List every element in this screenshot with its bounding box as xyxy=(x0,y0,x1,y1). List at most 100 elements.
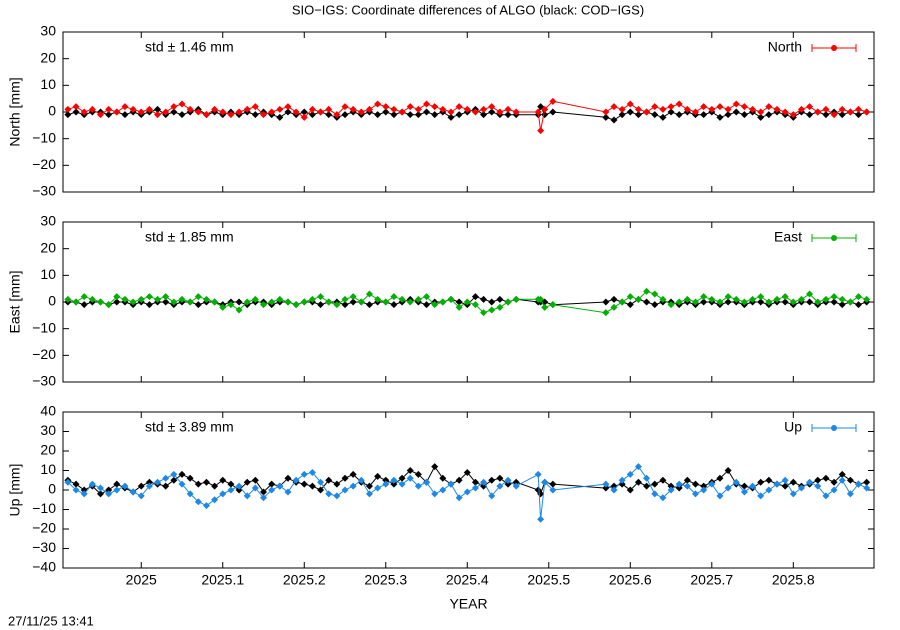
y-tick-label: −10 xyxy=(32,319,56,335)
data-point xyxy=(651,490,659,498)
data-point xyxy=(317,293,325,301)
data-point xyxy=(113,293,121,301)
data-point xyxy=(626,486,634,494)
data-point xyxy=(300,113,308,121)
data-point xyxy=(863,484,871,492)
data-point xyxy=(626,470,634,478)
data-point xyxy=(390,105,398,113)
y-tick-label: 30 xyxy=(40,23,56,39)
data-point xyxy=(602,309,610,317)
data-point xyxy=(423,301,431,309)
data-point xyxy=(830,293,838,301)
data-point xyxy=(260,488,268,496)
data-point xyxy=(390,293,398,301)
data-point xyxy=(773,480,781,488)
data-point xyxy=(496,295,504,303)
data-point xyxy=(463,298,471,306)
data-point xyxy=(137,108,145,116)
y-tick-label: −30 xyxy=(32,183,56,199)
data-point xyxy=(618,111,626,119)
data-point xyxy=(716,103,724,111)
data-point xyxy=(398,474,406,482)
data-point xyxy=(374,484,382,492)
data-point xyxy=(398,480,406,488)
data-point xyxy=(439,105,447,113)
data-point xyxy=(178,470,186,478)
data-point xyxy=(341,474,349,482)
data-point xyxy=(186,105,194,113)
data-point xyxy=(797,105,805,113)
data-point xyxy=(276,113,284,121)
data-point xyxy=(137,295,145,303)
y-tick-label: 0 xyxy=(48,481,56,497)
data-point xyxy=(602,298,610,306)
data-point xyxy=(72,480,80,488)
data-point xyxy=(202,295,210,303)
x-tick-label: 2025.7 xyxy=(690,572,733,588)
data-point xyxy=(480,478,488,486)
data-point xyxy=(325,111,333,119)
data-point xyxy=(439,486,447,494)
data-point xyxy=(732,100,740,108)
data-point xyxy=(814,482,822,490)
x-tick-label: 2025.3 xyxy=(364,572,407,588)
data-point xyxy=(643,287,651,295)
x-tick-label: 2025.4 xyxy=(446,572,489,588)
data-point xyxy=(374,472,382,480)
data-point xyxy=(830,298,838,306)
data-point xyxy=(504,105,512,113)
data-point xyxy=(541,303,549,311)
data-point xyxy=(251,476,259,484)
data-point xyxy=(683,105,691,113)
data-point xyxy=(659,476,667,484)
x-tick-label: 2025.5 xyxy=(527,572,570,588)
data-point xyxy=(325,298,333,306)
data-point xyxy=(80,490,88,498)
data-point xyxy=(390,476,398,484)
data-point xyxy=(162,293,170,301)
data-point xyxy=(537,515,545,523)
data-point xyxy=(382,480,390,488)
data-point xyxy=(145,301,153,309)
data-point xyxy=(626,100,634,108)
data-point xyxy=(765,103,773,111)
data-point xyxy=(814,108,822,116)
data-point xyxy=(781,476,789,484)
data-point xyxy=(414,470,422,478)
data-point xyxy=(268,486,276,494)
data-point xyxy=(757,108,765,116)
data-point xyxy=(773,295,781,303)
data-point xyxy=(390,301,398,309)
data-point xyxy=(349,470,357,478)
y-tick-label: 0 xyxy=(48,293,56,309)
data-point xyxy=(610,303,618,311)
data-point xyxy=(300,298,308,306)
data-point xyxy=(431,111,439,119)
data-point xyxy=(634,111,642,119)
data-point xyxy=(789,111,797,119)
data-point xyxy=(170,103,178,111)
std-annotation: std ± 1.46 mm xyxy=(145,39,234,55)
data-point xyxy=(643,298,651,306)
data-point xyxy=(659,494,667,502)
data-point xyxy=(194,498,202,506)
data-point xyxy=(235,108,243,116)
data-point xyxy=(724,105,732,113)
data-point xyxy=(105,490,113,498)
data-point xyxy=(634,478,642,486)
data-point xyxy=(431,490,439,498)
y-tick-label: 20 xyxy=(40,49,56,65)
data-point xyxy=(284,103,292,111)
x-tick-label: 2025.8 xyxy=(772,572,815,588)
data-point xyxy=(610,103,618,111)
data-point xyxy=(121,111,129,119)
data-point xyxy=(398,108,406,116)
data-point xyxy=(659,295,667,303)
data-point xyxy=(618,476,626,484)
data-point xyxy=(145,478,153,486)
data-point xyxy=(708,295,716,303)
data-point xyxy=(626,301,634,309)
data-point xyxy=(105,301,113,309)
data-point xyxy=(349,105,357,113)
